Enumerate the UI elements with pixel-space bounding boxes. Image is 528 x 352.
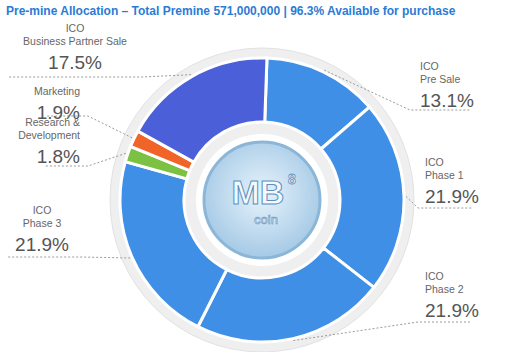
svg-text:1.9%: 1.9% — [37, 102, 80, 123]
svg-text:Phase 3: Phase 3 — [23, 217, 62, 229]
svg-text:MB: MB — [232, 173, 285, 211]
svg-text:17.5%: 17.5% — [48, 52, 102, 73]
svg-text:8: 8 — [288, 171, 296, 187]
svg-text:Phase 1: Phase 1 — [425, 169, 464, 181]
svg-text:coin: coin — [254, 212, 278, 227]
svg-text:ICO: ICO — [33, 204, 52, 216]
svg-text:Development: Development — [18, 129, 80, 141]
html-text:Pre-mine Allocation – Total Pr: Pre-mine Allocation – Total Premine 571,… — [6, 4, 456, 18]
svg-text:21.9%: 21.9% — [425, 186, 479, 207]
svg-text:Pre Sale: Pre Sale — [420, 73, 460, 85]
svg-text:21.9%: 21.9% — [425, 300, 479, 321]
svg-text:ICO: ICO — [66, 22, 85, 34]
svg-text:21.9%: 21.9% — [15, 234, 69, 255]
svg-text:Business Partner Sale: Business Partner Sale — [23, 35, 127, 47]
svg-text:ICO: ICO — [425, 156, 444, 168]
svg-text:1.8%: 1.8% — [37, 146, 80, 167]
svg-text:ICO: ICO — [420, 60, 439, 72]
svg-text:ICO: ICO — [425, 270, 444, 282]
svg-text:Phase 2: Phase 2 — [425, 283, 464, 295]
svg-text:13.1%: 13.1% — [420, 90, 474, 111]
svg-text:Marketing: Marketing — [34, 85, 80, 97]
